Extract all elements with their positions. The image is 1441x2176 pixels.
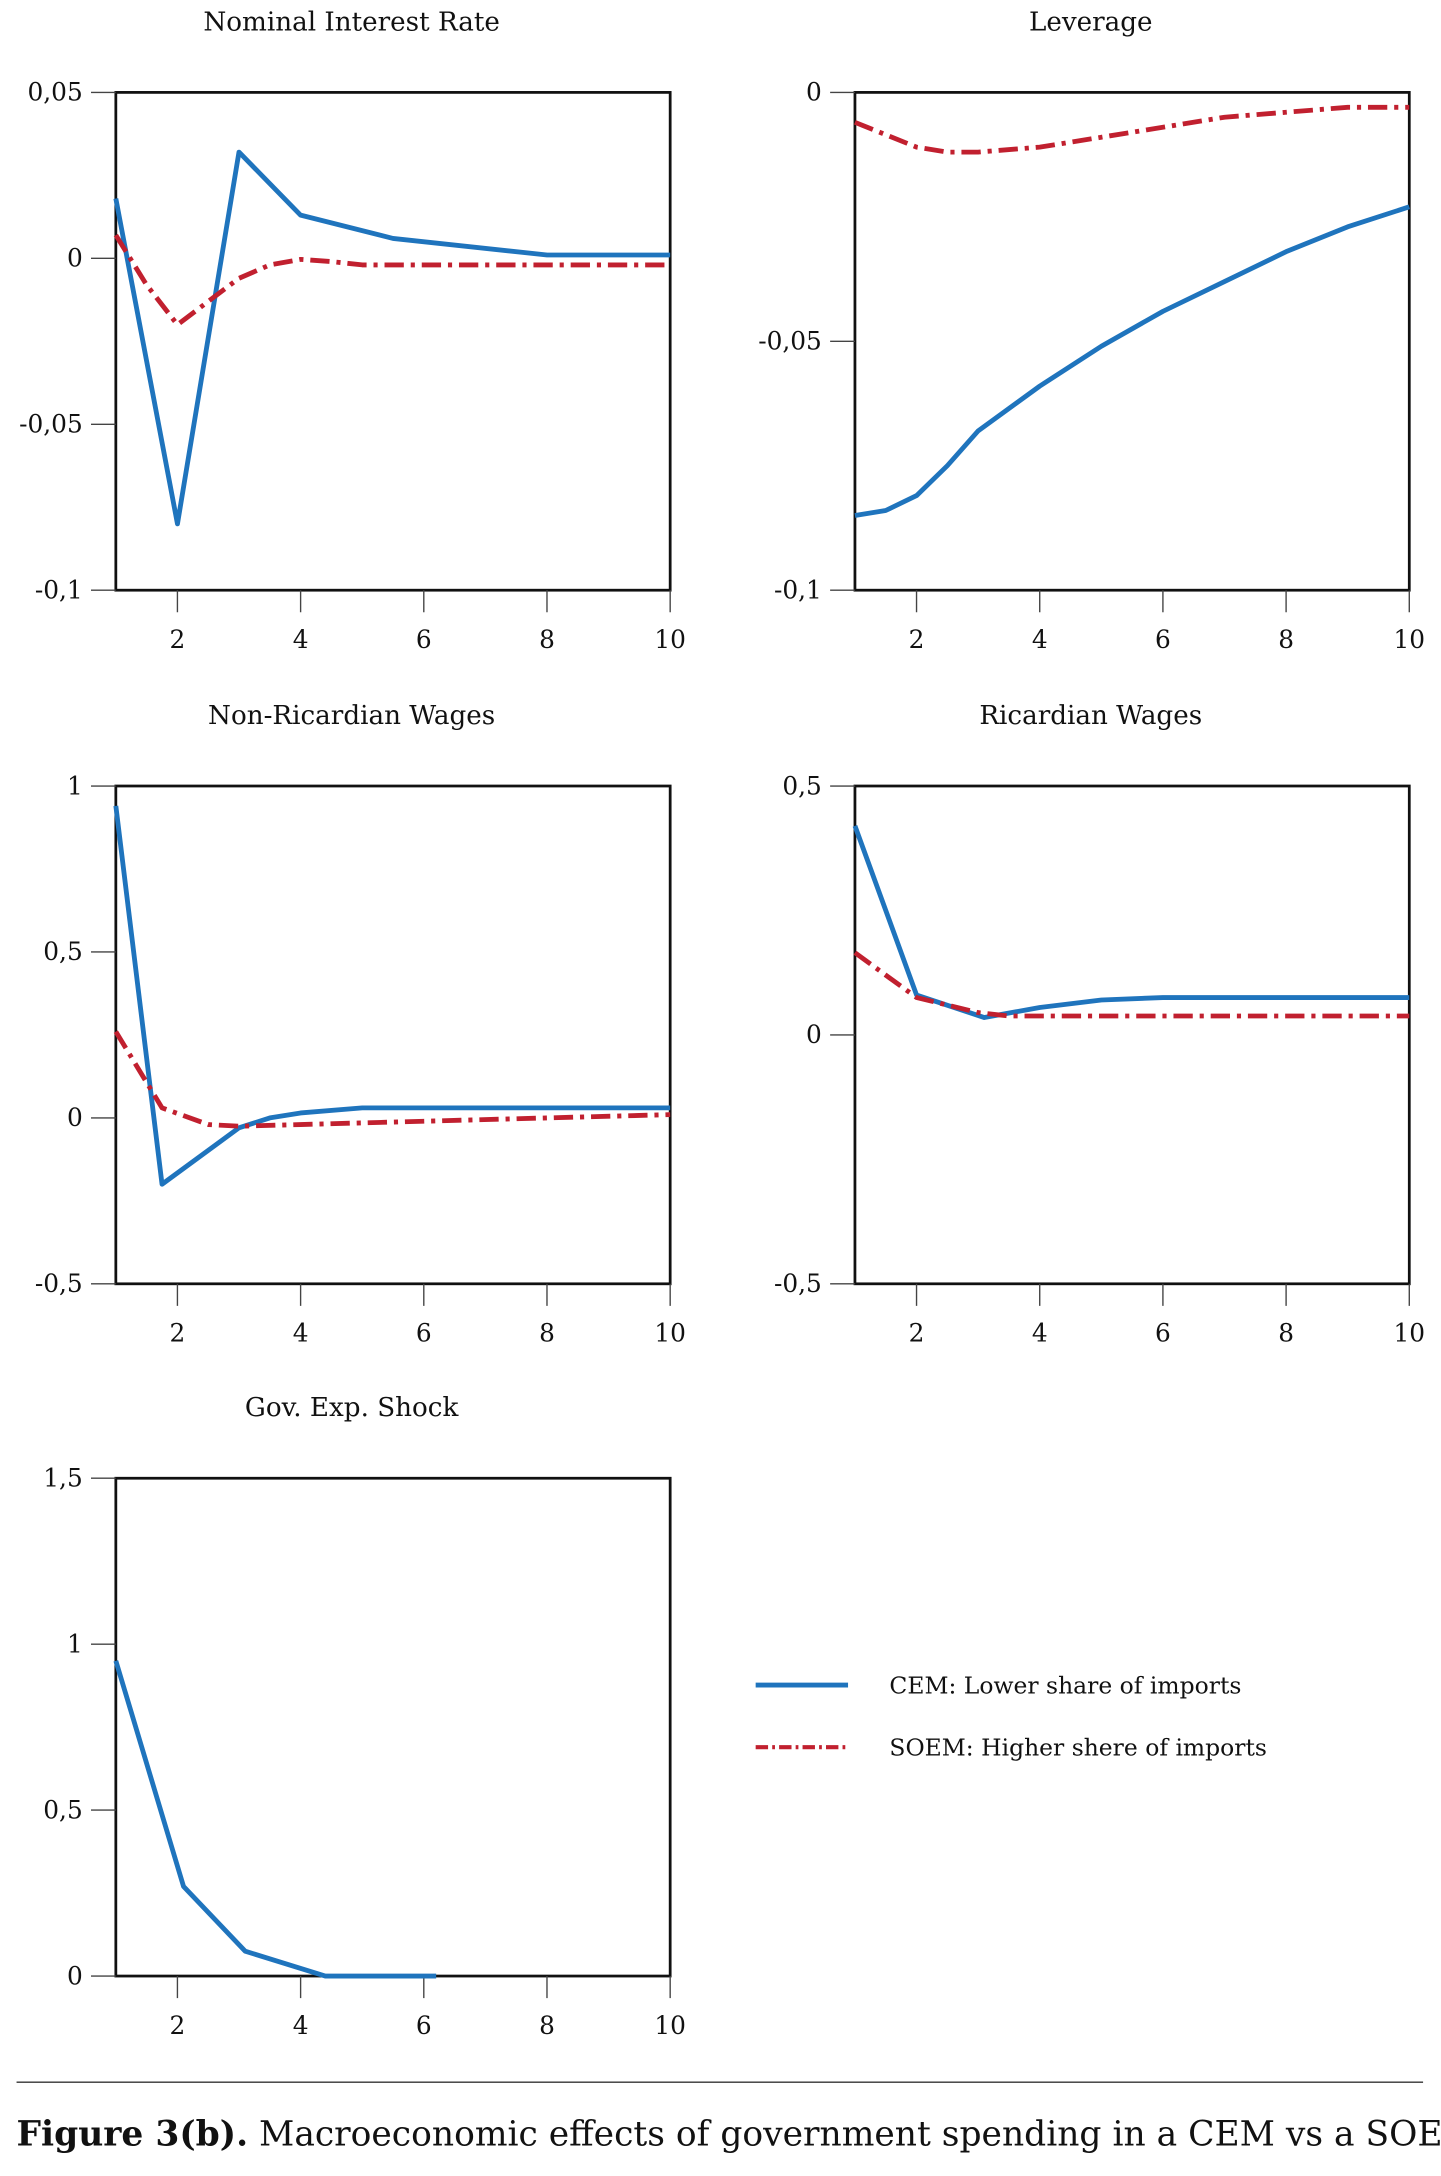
y-tick-label: -0,5 — [774, 1269, 822, 1298]
cem-series-line — [113, 1660, 437, 1979]
y-tick-label: 1,5 — [43, 1464, 82, 1493]
x-tick-label: 6 — [1155, 1319, 1171, 1348]
x-tick-label: 4 — [293, 625, 309, 654]
cem-series-line — [854, 204, 1411, 518]
chart-panel: Gov. Exp. Shock 1,5 1 0,5 0 2 4 6 8 10 — [43, 1393, 686, 2040]
x-tick-label: 10 — [1393, 1319, 1425, 1348]
x-tick-label: 6 — [1155, 625, 1171, 654]
y-tick-label: -0,1 — [774, 575, 822, 604]
plot-frame — [853, 784, 1411, 1286]
y-tick-label: 0,5 — [782, 771, 821, 800]
x-tick-label: 4 — [293, 2011, 309, 2040]
plot-frame — [114, 91, 672, 592]
cem-series-line — [852, 825, 1410, 1020]
y-tick-label: 0 — [806, 78, 822, 107]
y-tick-label: 1 — [67, 1629, 83, 1658]
x-tick-label: 8 — [539, 2011, 555, 2040]
legend-soem-label: SOEM: Higher shere of imports — [889, 1733, 1267, 1761]
chart-title: Leverage — [1029, 7, 1153, 37]
plot-frame — [114, 784, 672, 1286]
x-tick-label: 8 — [1278, 625, 1294, 654]
x-tick-label: 6 — [416, 1319, 432, 1348]
y-tick-label: 0,5 — [43, 937, 82, 966]
y-tick-label: 0 — [67, 1103, 83, 1132]
chart-title: Nominal Interest Rate — [203, 7, 500, 37]
y-tick-label: -0,5 — [35, 1269, 83, 1298]
chart-panel: Nominal Interest Rate 0,05 0 -0,05 -0,1 2 4 6 8 1… — [19, 7, 686, 654]
legend-cem-label: CEM: Lower share of imports — [889, 1671, 1241, 1699]
x-tick-label: 10 — [1393, 625, 1425, 654]
x-tick-label: 8 — [539, 1319, 555, 1348]
x-tick-label: 2 — [170, 2011, 186, 2040]
y-tick-label: 0 — [806, 1020, 822, 1049]
chart-title: Gov. Exp. Shock — [245, 1393, 460, 1423]
y-tick-label: 0,05 — [27, 78, 82, 107]
y-tick-label: 0 — [67, 1961, 83, 1990]
cem-series-line — [113, 149, 671, 527]
chart-panel: Non-Ricardian Wages 1 0,5 0 -0,5 2 4 6 8 10 — [35, 701, 686, 1348]
soem-series-line — [854, 104, 1410, 155]
x-tick-label: 6 — [416, 625, 432, 654]
legend: CEM: Lower share of imports SOEM: Higher… — [755, 1671, 1267, 1761]
x-tick-label: 8 — [539, 625, 555, 654]
x-tick-label: 2 — [909, 1319, 925, 1348]
x-tick-label: 4 — [1032, 1319, 1048, 1348]
soem-series-line — [113, 1030, 671, 1129]
x-tick-label: 10 — [654, 1319, 686, 1348]
figure-caption: Figure 3(b). Macroeconomic effects of go… — [17, 2115, 1441, 2155]
x-tick-label: 2 — [170, 1319, 186, 1348]
y-tick-label: -0,05 — [758, 327, 822, 356]
chart-title: Non-Ricardian Wages — [208, 701, 495, 731]
x-tick-label: 2 — [909, 625, 925, 654]
cem-series-line — [113, 805, 671, 1187]
y-tick-label: 0,5 — [43, 1795, 82, 1824]
caption-text: Macroeconomic effects of government spen… — [248, 2115, 1441, 2155]
caption-label: Figure 3(b). — [17, 2115, 249, 2155]
x-tick-label: 4 — [293, 1319, 309, 1348]
chart-panel: Leverage 0 -0,05 -0,1 2 4 6 8 10 — [758, 7, 1425, 654]
soem-series-line — [853, 950, 1410, 1019]
x-tick-label: 6 — [416, 2011, 432, 2040]
x-tick-label: 10 — [654, 2011, 686, 2040]
x-tick-label: 4 — [1032, 625, 1048, 654]
y-tick-label: -0,05 — [19, 410, 83, 439]
x-tick-label: 8 — [1278, 1319, 1294, 1348]
y-tick-label: -0,1 — [35, 575, 83, 604]
x-tick-label: 2 — [170, 625, 186, 654]
soem-series-line — [113, 233, 671, 328]
y-tick-label: 1 — [67, 771, 83, 800]
chart-panel: Ricardian Wages 0,5 0 -0,5 2 4 6 8 10 — [774, 701, 1425, 1348]
y-tick-label: 0 — [67, 244, 83, 273]
plot-frame — [853, 91, 1411, 592]
chart-title: Ricardian Wages — [979, 701, 1202, 731]
x-tick-label: 10 — [654, 625, 686, 654]
